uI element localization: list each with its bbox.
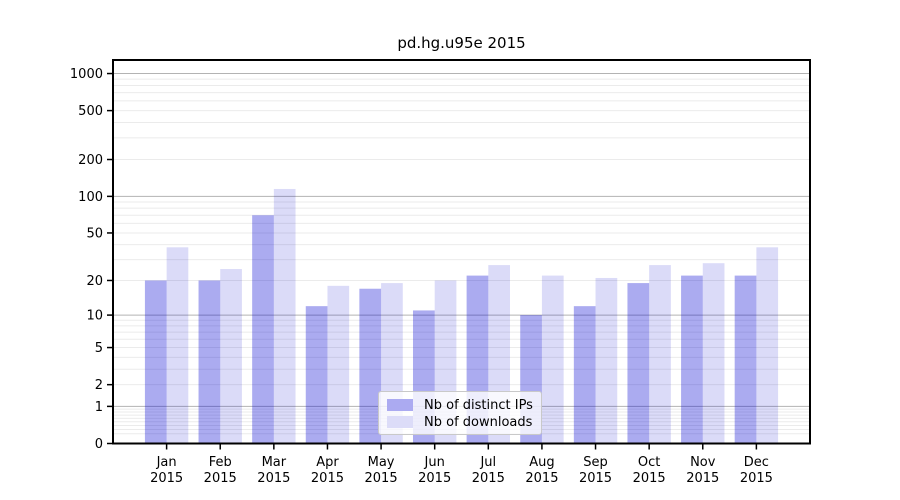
x-tick-label-month: Oct [638, 455, 660, 470]
legend-label-distinct-ips: Nb of distinct IPs [424, 397, 533, 413]
distinct-ips-swatch-icon [387, 399, 413, 411]
x-tick-label-year: 2015 [257, 471, 290, 486]
x-tick-label-year: 2015 [472, 471, 505, 486]
x-tick-label-year: 2015 [365, 471, 398, 486]
plot-border [112, 59, 811, 445]
x-tick-label-year: 2015 [204, 471, 237, 486]
x-tick-label-year: 2015 [418, 471, 451, 486]
legend-item-distinct-ips: Nb of distinct IPs [387, 397, 541, 413]
y-tick-label: 2 [95, 378, 103, 393]
y-tick-label: 20 [86, 274, 103, 289]
y-tick-label: 0 [95, 437, 103, 452]
x-tick-label-month: Jun [424, 455, 445, 470]
x-tick-label-month: May [368, 455, 395, 470]
x-tick-label-month: Apr [316, 455, 339, 470]
x-tick-label-year: 2015 [579, 471, 612, 486]
x-tick-label-year: 2015 [311, 471, 344, 486]
bar-sep-distinct-ips [573, 306, 596, 444]
x-tick-label-month: Jan [156, 455, 177, 470]
x-tick-label-month: Nov [690, 455, 716, 470]
bar-jan-downloads [166, 247, 189, 444]
bar-oct-downloads [649, 265, 671, 444]
x-tick-label-month: Mar [262, 455, 287, 470]
x-tick-label-month: Sep [583, 455, 608, 470]
legend-item-downloads: Nb of downloads [387, 414, 541, 430]
bar-dec-distinct-ips [734, 275, 757, 444]
bar-mar-distinct-ips [252, 215, 274, 444]
x-tick-label-month: Jul [479, 455, 496, 470]
bar-feb-distinct-ips [198, 280, 221, 444]
bar-nov-distinct-ips [681, 275, 703, 444]
bar-sep-downloads [595, 277, 618, 444]
bar-apr-downloads [327, 285, 350, 444]
bar-oct-distinct-ips [627, 283, 650, 444]
x-tick-label-year: 2015 [740, 471, 773, 486]
legend-label-downloads: Nb of downloads [424, 414, 533, 430]
x-tick-label-year: 2015 [686, 471, 719, 486]
y-tick-label: 10 [86, 309, 103, 324]
chart-title: pd.hg.u95e 2015 [397, 34, 526, 52]
y-tick-label: 1000 [70, 67, 103, 82]
x-tick-label-month: Aug [529, 455, 554, 470]
y-tick-label: 200 [78, 153, 103, 168]
y-tick-label: 100 [78, 190, 103, 205]
bar-mar-downloads [273, 188, 296, 444]
bar-aug-downloads [541, 275, 564, 444]
downloads-swatch-icon [387, 416, 413, 428]
legend: Nb of distinct IPs Nb of downloads [378, 391, 542, 435]
y-tick-label: 5 [95, 341, 103, 356]
x-tick-label-month: Feb [209, 455, 232, 470]
y-tick-label: 50 [86, 226, 103, 241]
bar-apr-distinct-ips [305, 306, 328, 444]
bar-nov-downloads [702, 263, 725, 444]
x-tick-label-year: 2015 [525, 471, 558, 486]
bar-jan-distinct-ips [144, 280, 167, 444]
y-tick-label: 1 [95, 400, 103, 415]
bar-feb-downloads [220, 269, 242, 444]
x-tick-label-year: 2015 [633, 471, 666, 486]
bar-dec-downloads [756, 247, 779, 444]
x-tick-label-month: Dec [744, 455, 769, 470]
x-tick-label-year: 2015 [150, 471, 183, 486]
y-tick-label: 500 [78, 104, 103, 119]
bar-may-distinct-ips [359, 288, 382, 444]
